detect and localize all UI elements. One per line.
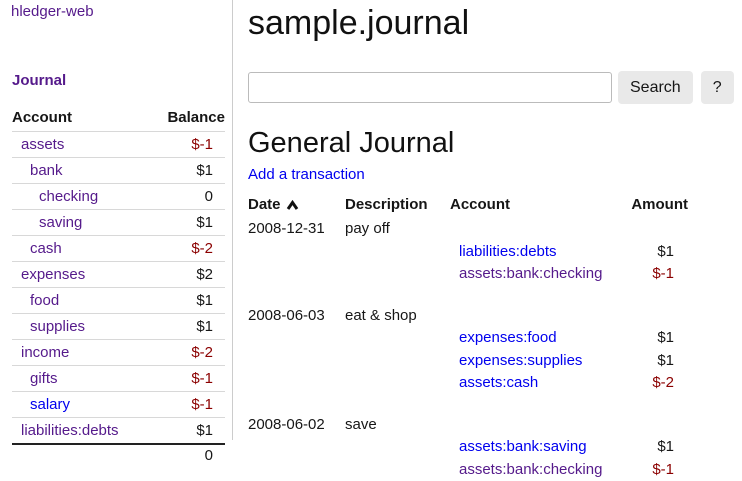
account-link[interactable]: saving bbox=[39, 214, 83, 231]
posting-account-link[interactable]: expenses:food bbox=[459, 329, 557, 346]
posting-account-link[interactable]: assets:bank:saving bbox=[459, 438, 587, 455]
posting-row: assets:bank:checking $-1 bbox=[248, 459, 688, 481]
account-balance: $-2 bbox=[118, 235, 225, 262]
caret-up-icon bbox=[286, 199, 298, 210]
main-content: sample.journal Search ? General Journal … bbox=[233, 0, 742, 481]
page-title: sample.journal bbox=[248, 4, 470, 42]
account-link[interactable]: cash bbox=[30, 240, 62, 257]
app-title: hledger-web bbox=[11, 3, 232, 21]
account-link[interactable]: gifts bbox=[30, 370, 58, 387]
search-form: Search ? bbox=[248, 71, 742, 104]
transaction-date: 2008-12-31 bbox=[248, 220, 325, 237]
posting-amount: $1 bbox=[657, 438, 674, 455]
total-row: 0 bbox=[12, 443, 225, 467]
journal-heading: General Journal bbox=[248, 127, 455, 159]
transaction-spacer bbox=[248, 286, 688, 305]
account-row: bank $1 bbox=[12, 157, 225, 184]
posting-row: expenses:supplies $1 bbox=[248, 350, 688, 373]
account-row: assets $-1 bbox=[12, 131, 225, 158]
posting-account-link[interactable]: assets:bank:checking bbox=[459, 265, 603, 282]
balance-column-header: Balance bbox=[167, 109, 225, 126]
register-table: Date Description Account Amount 2008-12-… bbox=[248, 196, 688, 481]
account-row: liabilities:debts $1 bbox=[12, 417, 225, 444]
account-balance: $-1 bbox=[118, 131, 225, 158]
posting-amount: $-1 bbox=[652, 265, 674, 282]
account-balance: 0 bbox=[118, 183, 225, 210]
account-row: expenses $2 bbox=[12, 261, 225, 288]
account-column-header: Account bbox=[12, 109, 72, 126]
posting-amount: $1 bbox=[657, 242, 674, 260]
account-row: checking 0 bbox=[12, 183, 225, 210]
transaction-date: 2008-06-02 bbox=[248, 415, 325, 433]
transaction-row: 2008-06-03 eat & shop bbox=[248, 305, 688, 328]
account-row: gifts $-1 bbox=[12, 365, 225, 392]
posting-row: assets:cash $-2 bbox=[248, 372, 688, 395]
account-balance: $-1 bbox=[118, 365, 225, 392]
posting-account-link[interactable]: expenses:supplies bbox=[459, 351, 583, 369]
date-header-label: Date bbox=[248, 196, 281, 213]
transaction-description: pay off bbox=[345, 220, 390, 237]
transaction-description: eat & shop bbox=[345, 306, 417, 324]
account-link[interactable]: assets bbox=[21, 136, 65, 153]
account-balance: $1 bbox=[118, 287, 225, 314]
posting-amount: $-2 bbox=[652, 374, 674, 391]
nav-journal: Journal bbox=[12, 72, 232, 89]
accounts-table: Account Balance assets $-1 bank $1 check… bbox=[12, 109, 225, 467]
app-title-link[interactable]: hledger-web bbox=[11, 3, 94, 20]
account-row: saving $1 bbox=[12, 209, 225, 236]
register-header-row: Date Description Account Amount bbox=[248, 196, 688, 213]
sidebar-item-journal[interactable]: Journal bbox=[12, 72, 67, 89]
account-link[interactable]: liabilities:debts bbox=[21, 422, 119, 439]
account-row: supplies $1 bbox=[12, 313, 225, 340]
account-row: income $-2 bbox=[12, 339, 225, 366]
account-balance: $2 bbox=[118, 261, 225, 288]
posting-account-link[interactable]: liabilities:debts bbox=[459, 242, 557, 260]
search-help-button[interactable]: ? bbox=[700, 71, 734, 104]
account-row: salary $-1 bbox=[12, 391, 225, 418]
account-row: food $1 bbox=[12, 287, 225, 314]
account-link[interactable]: checking bbox=[39, 188, 99, 205]
account-balance: $1 bbox=[118, 313, 225, 340]
posting-row: liabilities:debts $1 bbox=[248, 241, 688, 264]
transaction-row: 2008-06-02 save bbox=[248, 414, 688, 437]
account-link[interactable]: salary bbox=[30, 396, 71, 413]
account-balance: $1 bbox=[118, 209, 225, 236]
posting-row: expenses:food $1 bbox=[248, 327, 688, 350]
transaction-description: save bbox=[345, 415, 377, 433]
add-transaction-link[interactable]: Add a transaction bbox=[248, 166, 365, 183]
search-input[interactable] bbox=[248, 72, 612, 103]
account-balance: $-2 bbox=[118, 339, 225, 366]
account-link[interactable]: income bbox=[21, 344, 70, 361]
search-button[interactable]: Search bbox=[618, 71, 693, 104]
transaction-spacer bbox=[248, 395, 688, 414]
account-link[interactable]: bank bbox=[30, 162, 63, 179]
description-column-header: Description bbox=[345, 196, 428, 213]
accounts-header-row: Account Balance bbox=[12, 109, 225, 132]
account-row: cash $-2 bbox=[12, 235, 225, 262]
account-link[interactable]: expenses bbox=[21, 266, 86, 283]
sidebar: hledger-web Journal Account Balance asse… bbox=[0, 0, 233, 467]
posting-row: assets:bank:saving $1 bbox=[248, 436, 688, 459]
total-balance: 0 bbox=[118, 443, 225, 467]
posting-account-link[interactable]: assets:cash bbox=[459, 374, 539, 391]
account-column-header: Account bbox=[450, 196, 510, 213]
posting-row: assets:bank:checking $-1 bbox=[248, 263, 688, 286]
account-balance: $-1 bbox=[118, 391, 225, 418]
date-column-header: Date bbox=[248, 196, 345, 213]
sort-by-date-link[interactable]: Date bbox=[248, 196, 299, 213]
amount-column-header: Amount bbox=[631, 196, 688, 213]
transaction-date: 2008-06-03 bbox=[248, 306, 325, 324]
account-balance: $1 bbox=[118, 157, 225, 184]
account-link[interactable]: supplies bbox=[30, 318, 86, 335]
account-link[interactable]: food bbox=[30, 292, 60, 309]
account-balance: $1 bbox=[118, 417, 225, 444]
transaction-row: 2008-12-31 pay off bbox=[248, 218, 688, 241]
posting-account-link[interactable]: assets:bank:checking bbox=[459, 460, 603, 478]
posting-amount: $1 bbox=[657, 329, 674, 346]
posting-amount: $-1 bbox=[652, 460, 674, 478]
posting-amount: $1 bbox=[657, 351, 674, 369]
